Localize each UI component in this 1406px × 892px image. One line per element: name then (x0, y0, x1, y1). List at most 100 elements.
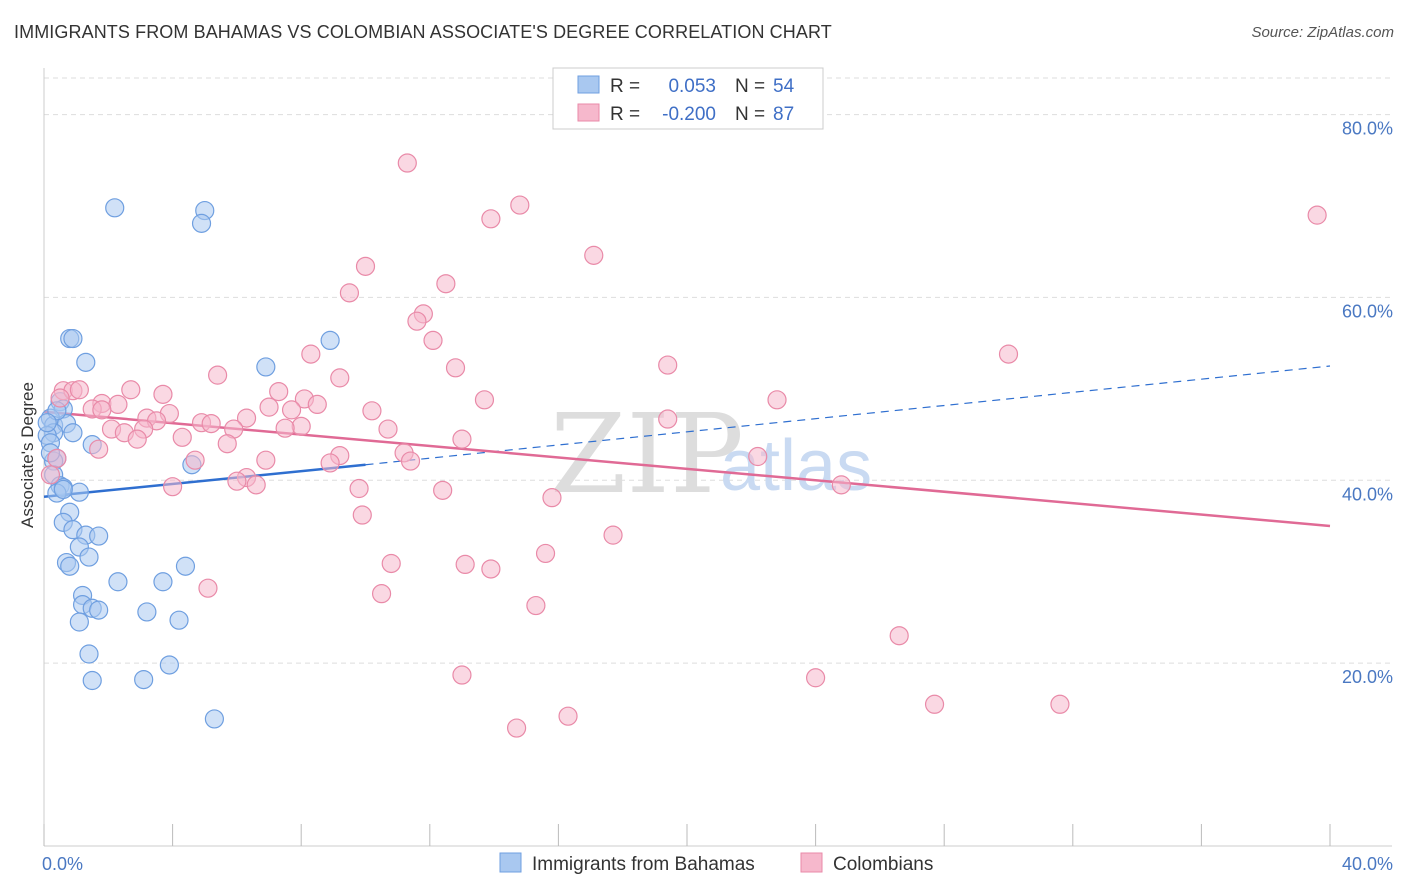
point-colombians-14 (445, 358, 466, 378)
point-bahamas-48 (134, 669, 154, 690)
point-colombians-82 (924, 694, 945, 714)
point-colombians-78 (526, 595, 546, 616)
legend-n-label-2: N = (735, 104, 765, 125)
point-colombians-27 (474, 390, 495, 410)
point-colombians-38 (201, 414, 221, 434)
watermark-atlas-text: atlas (720, 426, 872, 506)
legend-r-label-2: R = (610, 104, 640, 125)
point-colombians-53 (89, 439, 109, 459)
point-bahamas-47 (82, 670, 102, 691)
point-colombians-68 (831, 475, 851, 495)
point-colombians-5 (355, 256, 376, 276)
point-colombians-15 (208, 365, 228, 385)
point-colombians-3 (1307, 205, 1327, 225)
point-bahamas-30 (89, 526, 109, 546)
legend-n-value-1: 54 (773, 76, 795, 97)
point-colombians-23 (108, 394, 128, 414)
bottom-legend-swatch-blue (499, 852, 522, 873)
point-colombians-74 (455, 554, 475, 575)
legend-r-value-2: -0.200 (662, 104, 716, 125)
point-colombians-2 (481, 209, 501, 229)
point-bahamas-43 (169, 610, 189, 630)
point-colombians-64 (349, 478, 369, 499)
legend-n-label-1: N = (735, 76, 765, 97)
point-colombians-48 (127, 429, 147, 449)
point-bahamas-4 (63, 328, 83, 349)
chart-title: IMMIGRANTS FROM BAHAMAS VS COLOMBIAN ASS… (14, 22, 832, 42)
y-tick-label-80: 80.0% (1342, 119, 1393, 139)
bottom-legend-label-colombians: Colombians (833, 854, 933, 875)
point-colombians-29 (259, 397, 279, 417)
point-colombians-69 (658, 409, 678, 429)
point-bahamas-7 (256, 357, 276, 377)
point-bahamas-45 (79, 644, 99, 664)
point-colombians-31 (362, 401, 382, 421)
point-colombians-58 (47, 448, 67, 468)
point-colombians-7 (339, 283, 360, 303)
point-bahamas-35 (175, 556, 196, 576)
point-colombians-4 (584, 245, 604, 265)
y-axis-label: Associate's Degree (18, 382, 37, 528)
point-bahamas-37 (153, 572, 173, 592)
point-colombians-21 (153, 384, 173, 404)
tick-labels: 20.0% 40.0% 60.0% 80.0% 0.0% 40.0% (42, 119, 1393, 874)
point-colombians-19 (69, 380, 89, 400)
point-colombians-43 (378, 419, 398, 439)
data-points (37, 153, 1327, 738)
point-colombians-56 (400, 451, 421, 471)
point-colombians-65 (433, 480, 453, 500)
point-bahamas-6 (76, 352, 96, 372)
legend: R = 0.053 N = 54 R = -0.200 N = 87 (552, 67, 824, 130)
x-tick-label-end: 40.0% (1342, 854, 1393, 874)
bottom-legend-swatch-pink (800, 852, 823, 873)
point-bahamas-42 (137, 602, 157, 622)
point-colombians-63 (163, 477, 183, 497)
point-colombians-85 (507, 718, 527, 738)
point-colombians-12 (301, 344, 321, 364)
y-tick-label-20: 20.0% (1342, 667, 1393, 687)
point-colombians-71 (603, 525, 623, 545)
point-bahamas-51 (37, 413, 57, 433)
point-colombians-86 (50, 388, 70, 408)
point-colombians-67 (748, 446, 768, 467)
point-colombians-70 (352, 505, 372, 525)
point-colombians-59 (40, 465, 61, 485)
grid-lines (44, 77, 1392, 664)
legend-r-value-1: 0.053 (668, 76, 716, 97)
y-tick-label-40: 40.0% (1342, 484, 1393, 504)
point-colombians-72 (535, 543, 556, 564)
point-colombians-39 (236, 408, 257, 428)
point-colombians-50 (217, 434, 237, 454)
point-colombians-13 (658, 355, 678, 375)
point-colombians-49 (452, 429, 472, 449)
point-bahamas-15 (63, 423, 83, 443)
trend-lines (43, 365, 1331, 528)
point-colombians-73 (381, 553, 401, 574)
point-colombians-55 (256, 450, 276, 470)
point-colombians-30 (281, 400, 302, 420)
point-bahamas-46 (159, 655, 179, 675)
bottom-legend: Immigrants from Bahamas Colombians (499, 852, 933, 875)
point-bahamas-25 (69, 482, 89, 502)
legend-swatch-pink (577, 103, 600, 122)
point-colombians-80 (452, 665, 472, 685)
point-colombians-10 (423, 330, 443, 350)
point-bahamas-53 (53, 479, 73, 500)
point-colombians-81 (805, 668, 826, 688)
trend-line-colombians (43, 410, 1331, 528)
point-bahamas-41 (89, 600, 109, 620)
point-colombians-84 (558, 706, 578, 726)
point-colombians-24 (269, 382, 289, 402)
point-colombians-40 (291, 416, 311, 436)
point-colombians-33 (92, 400, 112, 420)
legend-n-value-2: 87 (773, 104, 794, 125)
point-colombians-6 (436, 274, 456, 294)
y-tick-label-60: 60.0% (1342, 301, 1393, 321)
point-colombians-77 (371, 584, 392, 604)
point-bahamas-32 (79, 547, 99, 567)
point-bahamas-0 (105, 198, 125, 218)
point-colombians-47 (172, 427, 192, 447)
point-bahamas-5 (320, 330, 340, 350)
bottom-legend-label-bahamas: Immigrants from Bahamas (532, 854, 755, 875)
